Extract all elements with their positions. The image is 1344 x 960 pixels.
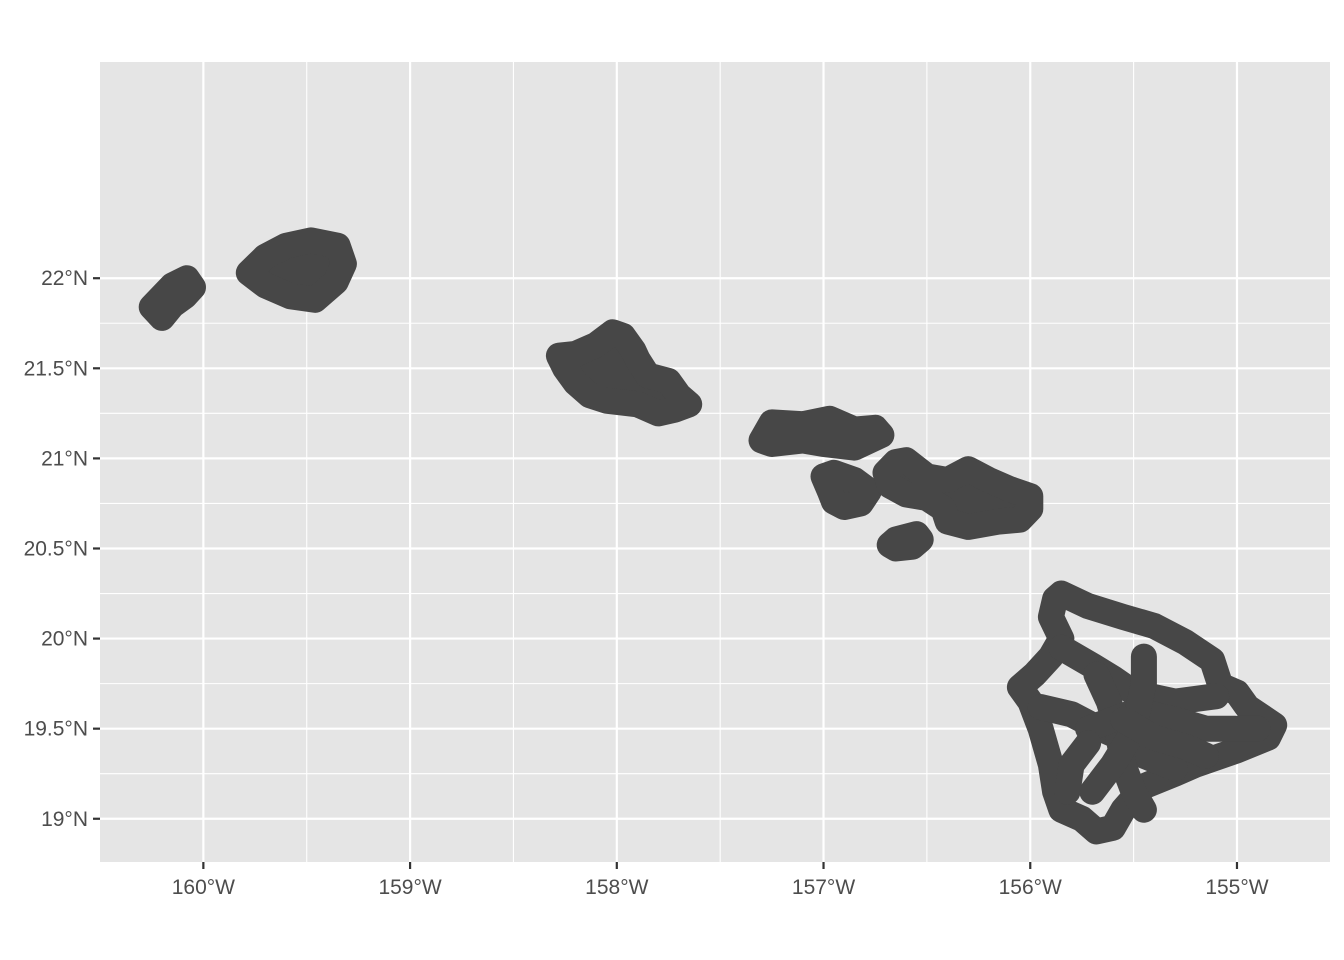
y-tick-label: 19.5°N [24,718,88,741]
y-tick-label: 20°N [41,628,88,651]
island-molokai [748,405,895,461]
island-outline [138,265,206,331]
island-outline [235,227,357,313]
island-maui [872,447,1044,540]
island-outline [748,405,895,461]
y-tick-label: 21.5°N [24,357,88,380]
island-outline [1075,697,1271,742]
y-tick-label: 19°N [41,808,88,831]
y-tick-label: 21°N [41,447,88,470]
island-hawaii [1006,580,1288,845]
x-tick-label: 159°W [378,876,441,899]
island-outline [1048,634,1230,715]
island-kauai [235,227,357,313]
x-tick-label: 160°W [172,876,235,899]
island-kahoolawe [876,521,934,562]
x-axis: 160°W 159°W 158°W 157°W 156°W 155°W [172,862,1269,899]
island-shapes [138,227,1288,845]
x-tick-label: 158°W [585,876,648,899]
y-tick-label: 22°N [41,267,88,290]
island-outline [1110,706,1219,769]
y-tick-label: 20.5°N [24,537,88,560]
x-tick-label: 157°W [792,876,855,899]
island-niihau [138,265,206,331]
island-outline [545,319,703,427]
x-tick-label: 155°W [1205,876,1268,899]
island-outline [876,521,934,562]
x-tick-label: 156°W [999,876,1062,899]
island-oahu [545,319,703,427]
island-outline [1054,730,1102,805]
island-lanai [810,459,882,520]
y-axis: 22°N 21.5°N 21°N 20.5°N 20°N 19.5°N 19°N [24,267,100,831]
island-outline [872,447,1044,540]
island-outline [810,459,882,520]
